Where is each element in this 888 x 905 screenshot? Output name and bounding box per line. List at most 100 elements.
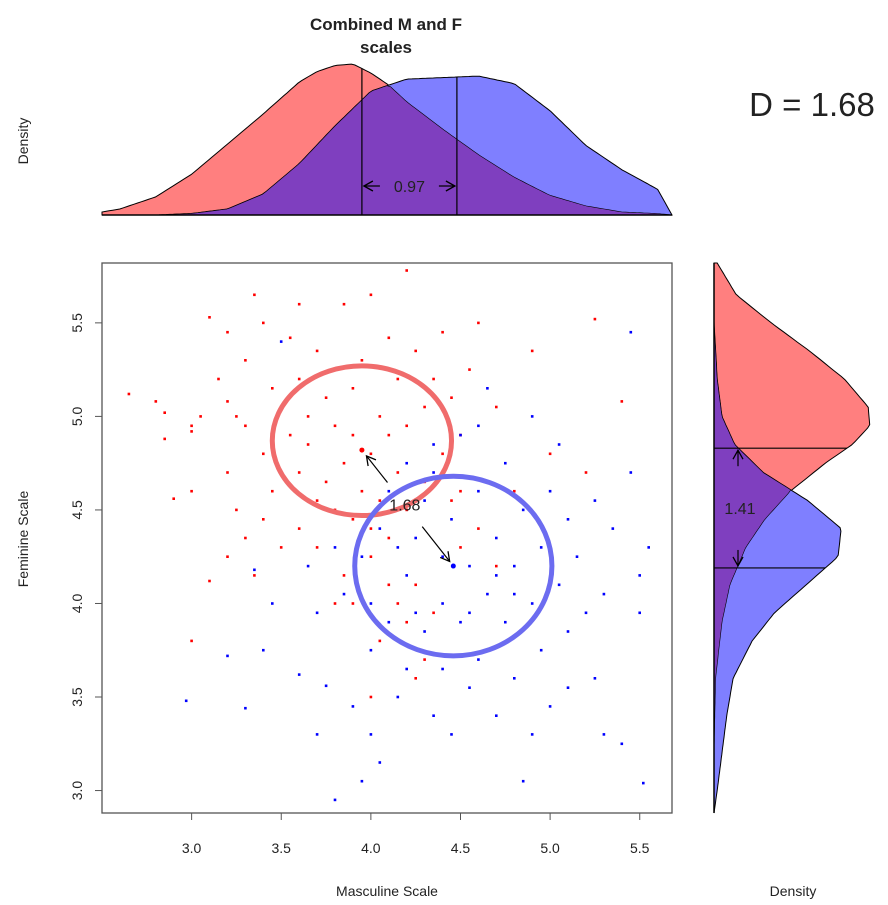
- right-density-diff-arrow: [732, 448, 744, 568]
- male-point: [450, 733, 453, 736]
- male-point: [468, 564, 471, 568]
- male-point: [324, 684, 328, 688]
- top-arrow-head-right: [445, 180, 457, 192]
- x-axis-ticks: 3.0 3.5 4.0 4.5 5.0 5.5: [182, 812, 650, 856]
- y-tick-label: 5.5: [69, 313, 85, 333]
- male-point: [611, 527, 615, 530]
- female-point: [378, 499, 382, 502]
- male-point: [638, 574, 641, 577]
- male-point: [441, 555, 444, 558]
- male-point: [539, 648, 543, 652]
- female-point: [190, 424, 193, 428]
- female-point: [450, 499, 453, 502]
- male-point: [495, 714, 498, 717]
- female-point: [154, 400, 158, 403]
- male-point: [387, 620, 391, 624]
- y-tick-label: 4.5: [69, 500, 85, 520]
- female-point: [369, 527, 373, 530]
- male-point: [432, 443, 435, 446]
- male-point: [530, 602, 534, 605]
- female-point: [414, 349, 417, 353]
- female-point: [360, 359, 364, 362]
- male-point: [575, 555, 579, 558]
- female-point: [315, 349, 319, 353]
- male-point: [279, 340, 283, 343]
- male-point: [459, 433, 462, 437]
- male-point: [423, 630, 426, 633]
- male-point: [333, 546, 337, 549]
- right-density-panel: 1.41 Density: [713, 262, 871, 899]
- male-point: [414, 536, 417, 540]
- female-point: [530, 349, 534, 353]
- male-point: [441, 602, 444, 605]
- male-point: [441, 667, 444, 671]
- male-point: [477, 489, 480, 493]
- female-point: [620, 400, 624, 403]
- y-tick-label: 3.5: [69, 687, 85, 707]
- female-point: [405, 424, 408, 428]
- male-point: [405, 461, 408, 465]
- male-point: [244, 706, 247, 710]
- male-point: [360, 555, 364, 558]
- top-density-panel: 0.97 Density: [15, 63, 673, 216]
- chart-title-line-2: scales: [360, 38, 412, 57]
- female-point: [271, 489, 274, 493]
- male-point: [333, 798, 337, 802]
- male-point: [513, 677, 516, 680]
- male-point: [521, 508, 525, 512]
- male-points: [184, 330, 650, 802]
- female-point: [297, 302, 301, 306]
- female-point: [208, 579, 211, 583]
- female-point: [369, 555, 373, 558]
- female-point: [208, 316, 211, 319]
- male-point: [468, 611, 471, 615]
- mean-arrow-head-lower: [439, 551, 451, 563]
- female-point: [441, 452, 444, 456]
- female-point: [369, 293, 373, 297]
- d-statistic: D = 1.68: [749, 86, 875, 123]
- female-point: [423, 658, 426, 661]
- female-point: [235, 415, 238, 418]
- male-point: [387, 489, 391, 493]
- male-point: [629, 330, 633, 334]
- means-diff-label: 1.68: [389, 498, 420, 515]
- female-point: [450, 396, 453, 399]
- male-point: [369, 733, 373, 736]
- scatter-plot-frame: [101, 262, 673, 814]
- male-point: [566, 630, 570, 633]
- female-point: [172, 497, 175, 500]
- female-point: [477, 321, 480, 325]
- male-point: [226, 654, 229, 658]
- female-point: [262, 518, 265, 521]
- male-point: [620, 742, 624, 746]
- female-point: [351, 433, 355, 437]
- male-point: [557, 443, 561, 446]
- right-density-xlabel: Density: [770, 883, 817, 899]
- male-point: [557, 583, 561, 587]
- male-point: [369, 602, 373, 605]
- male-point: [593, 677, 597, 680]
- male-point: [530, 415, 534, 418]
- female-ellipse: [269, 363, 455, 519]
- female-point: [333, 424, 337, 428]
- female-point: [468, 368, 471, 371]
- female-point: [351, 602, 355, 605]
- female-point: [288, 336, 292, 340]
- female-point: [432, 611, 435, 615]
- female-point: [584, 471, 588, 474]
- female-point: [271, 387, 274, 390]
- female-point: [387, 433, 391, 437]
- female-point: [297, 377, 301, 381]
- male-point: [396, 546, 400, 549]
- male-point: [548, 489, 552, 493]
- female-point: [163, 437, 166, 441]
- female-point: [414, 583, 417, 587]
- male-ellipse: [352, 473, 555, 659]
- male-point: [342, 592, 346, 596]
- male-point: [513, 564, 516, 568]
- female-point: [297, 527, 301, 530]
- male-point: [432, 471, 435, 474]
- female-point: [297, 471, 301, 474]
- male-point: [486, 592, 489, 596]
